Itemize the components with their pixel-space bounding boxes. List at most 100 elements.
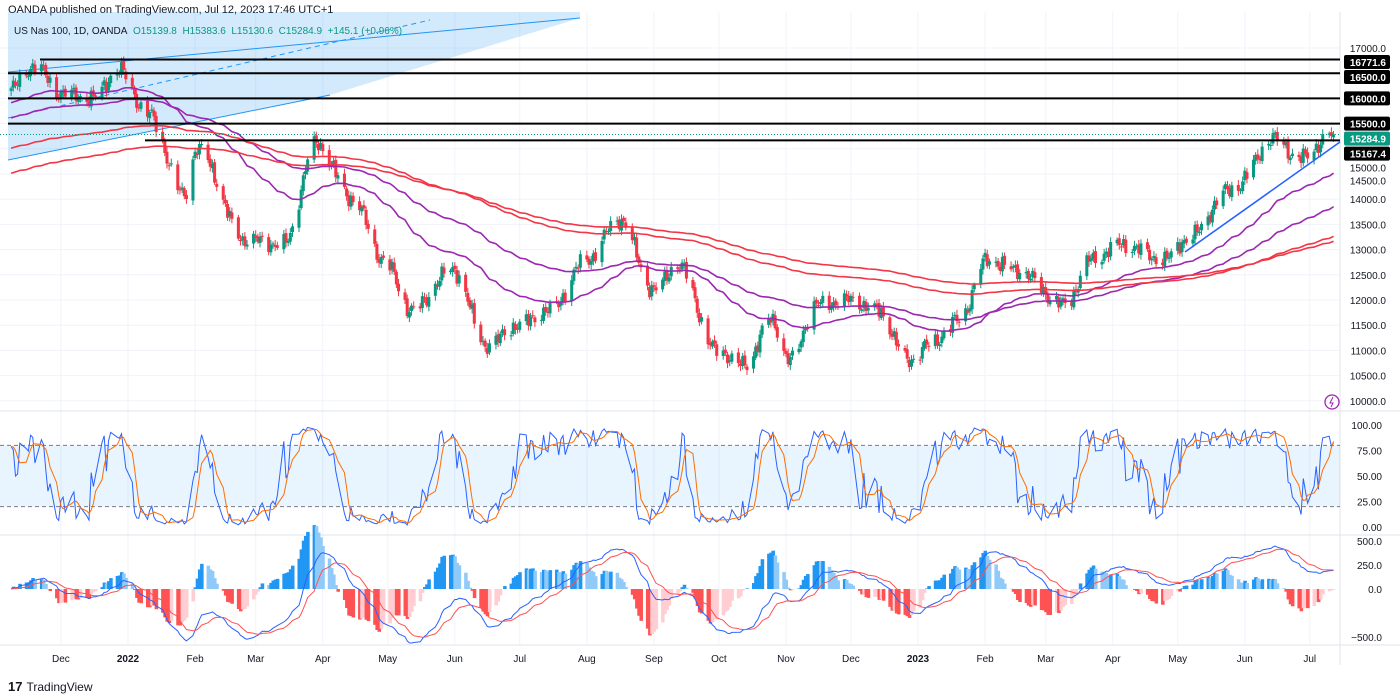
candle <box>602 226 606 245</box>
price-tick: 14000.0 <box>1350 195 1387 206</box>
candle-body <box>1148 249 1152 261</box>
candle <box>487 339 491 355</box>
time-tick: 2023 <box>907 654 930 665</box>
candle <box>208 154 212 172</box>
candle <box>851 291 855 303</box>
candle-body <box>1070 302 1074 307</box>
candle-body <box>70 89 74 98</box>
candle <box>139 98 143 112</box>
level-label-bg <box>1344 70 1390 84</box>
candle <box>587 256 591 269</box>
candle <box>1312 148 1316 165</box>
candle <box>1026 268 1030 284</box>
macd-bar <box>730 589 734 601</box>
candle-body <box>842 293 846 307</box>
candle-body <box>1150 258 1154 261</box>
candle-body <box>1178 243 1182 254</box>
macd-bar <box>178 589 182 626</box>
candle-body <box>457 275 461 284</box>
candle-body <box>609 220 613 232</box>
candle <box>152 107 156 121</box>
candle-body <box>708 342 712 346</box>
candle-body <box>258 236 262 244</box>
candle <box>591 250 595 266</box>
candle-body <box>1332 134 1336 138</box>
candle <box>526 310 530 331</box>
macd-bar <box>1251 579 1256 589</box>
candle-body <box>342 173 346 187</box>
candle <box>1180 238 1184 257</box>
macd-bar <box>18 583 22 589</box>
candle-body <box>760 325 764 335</box>
macd-bar <box>165 589 169 622</box>
macd-bar <box>100 587 105 589</box>
macd-bar <box>448 555 453 589</box>
candle <box>667 273 671 284</box>
candle <box>922 338 927 351</box>
candle <box>892 327 896 341</box>
candle-body <box>751 356 756 369</box>
macd-bar <box>1176 589 1180 592</box>
macd-bar <box>410 589 414 612</box>
macd-bar <box>676 589 680 595</box>
candle-body <box>483 340 487 347</box>
candle-body <box>927 345 931 347</box>
candle-body <box>970 290 974 310</box>
candle <box>1093 246 1097 268</box>
macd-bar <box>1132 589 1137 590</box>
candle-body <box>122 60 126 70</box>
candle <box>1329 127 1333 141</box>
macd-bar <box>1260 579 1265 589</box>
candle <box>1089 253 1093 265</box>
symbol-name[interactable]: US Nas 100, 1D, OANDA <box>14 26 128 37</box>
macd-bar <box>1236 579 1241 589</box>
candle-body <box>715 344 719 356</box>
candle-body <box>1290 153 1294 157</box>
candle-body <box>195 152 199 155</box>
candle <box>920 342 924 363</box>
macd-bar <box>150 589 154 606</box>
time-tick: Dec <box>842 654 860 665</box>
macd-bar <box>241 589 245 610</box>
macd-bar <box>239 589 243 612</box>
time-tick: May <box>1168 654 1187 665</box>
candle-body <box>1137 244 1141 254</box>
macd-bar <box>1087 569 1092 589</box>
macd-bar <box>814 561 819 589</box>
candle-body <box>438 280 442 287</box>
macd-bar <box>877 589 882 600</box>
macd-bar <box>1182 585 1187 589</box>
macd-bar <box>31 578 35 589</box>
macd-bar <box>518 572 522 589</box>
candle-body <box>245 244 249 247</box>
candle-body <box>366 223 370 229</box>
candle-body <box>44 64 48 76</box>
macd-bar <box>1195 580 1200 589</box>
macd-bar <box>866 589 871 598</box>
candle <box>834 298 838 310</box>
candle-body <box>1288 157 1292 161</box>
candle-body <box>63 88 67 97</box>
macd-bar <box>788 589 793 591</box>
candle-body <box>1200 223 1204 231</box>
macd-bar <box>602 570 607 589</box>
stoch-k-line <box>10 426 1335 526</box>
candle-body <box>862 300 866 308</box>
candle-body <box>1033 272 1037 279</box>
candle-body <box>1206 216 1210 226</box>
candle-body <box>600 240 604 263</box>
candle-body <box>754 346 758 358</box>
candle-body <box>1316 144 1320 153</box>
candle-body <box>472 303 476 324</box>
candle <box>539 314 543 326</box>
candle-body <box>615 220 619 222</box>
candle <box>1238 188 1243 195</box>
macd-bar <box>710 589 715 622</box>
candle-body <box>782 338 786 351</box>
candle <box>842 289 846 311</box>
candle-body <box>622 217 626 222</box>
candle-body <box>13 81 17 86</box>
candle-body <box>574 266 578 269</box>
macd-bar <box>1115 573 1120 589</box>
